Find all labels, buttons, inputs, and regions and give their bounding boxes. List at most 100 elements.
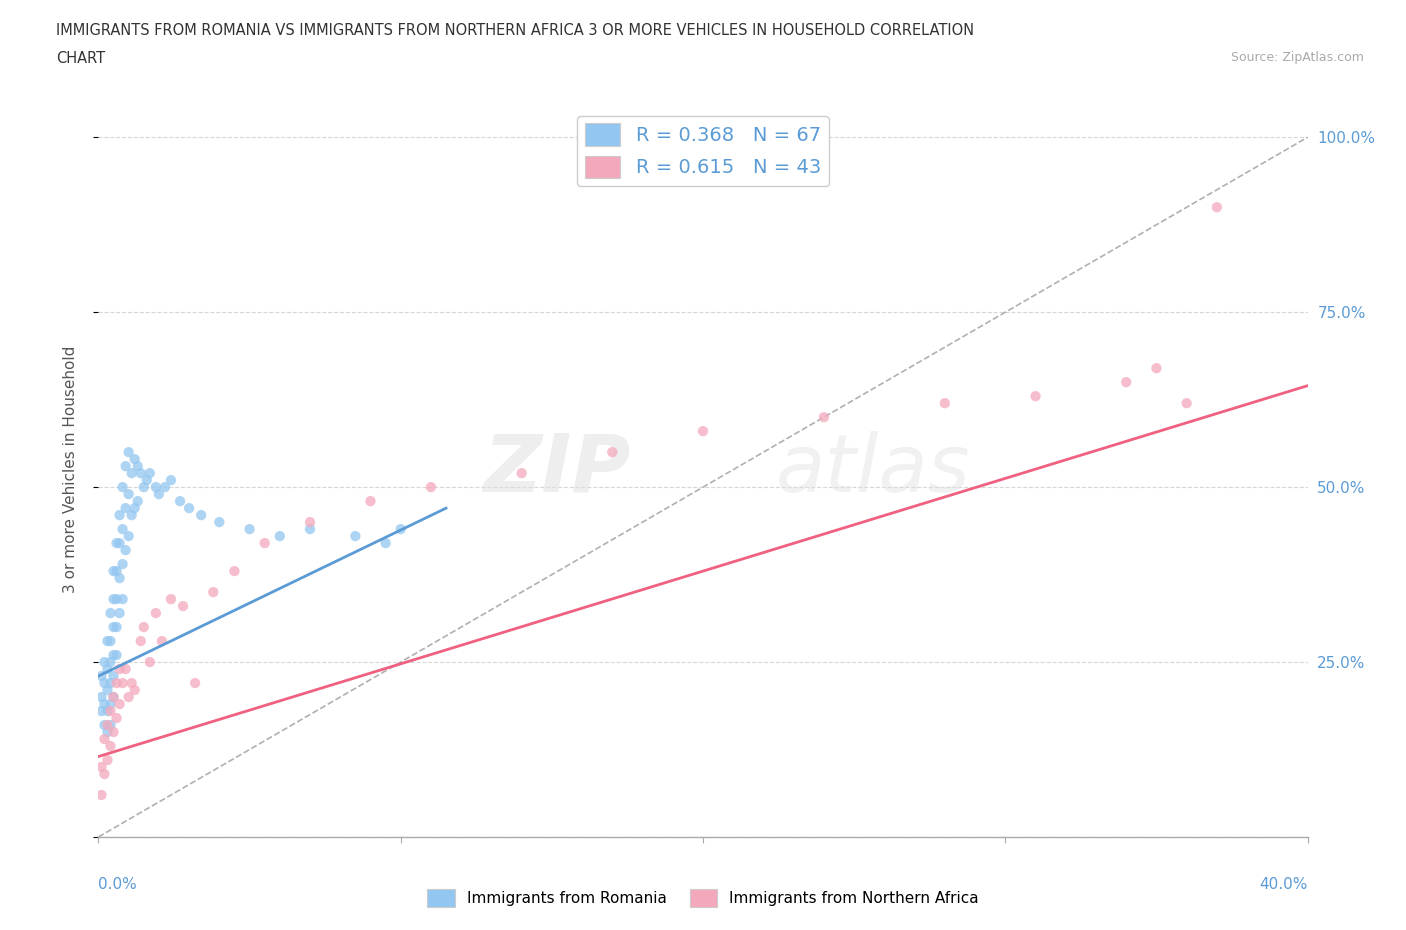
- Point: [813, 410, 835, 425]
- Point: [299, 514, 322, 529]
- Point: [145, 480, 167, 495]
- Point: [692, 424, 714, 439]
- Point: [121, 466, 143, 481]
- Point: [1175, 396, 1198, 411]
- Point: [184, 675, 207, 690]
- Point: [103, 690, 125, 705]
- Point: [114, 458, 136, 473]
- Point: [103, 724, 125, 739]
- Point: [93, 675, 115, 690]
- Point: [269, 528, 291, 543]
- Point: [108, 697, 131, 711]
- Point: [129, 633, 152, 648]
- Point: [139, 466, 162, 481]
- Point: [108, 605, 131, 620]
- Point: [602, 445, 624, 459]
- Point: [239, 522, 262, 537]
- Point: [111, 675, 134, 690]
- Point: [100, 697, 122, 711]
- Point: [127, 458, 149, 473]
- Point: [90, 760, 112, 775]
- Point: [148, 486, 170, 501]
- Point: [103, 647, 125, 662]
- Point: [96, 724, 118, 739]
- Point: [118, 486, 141, 501]
- Point: [202, 585, 225, 600]
- Point: [160, 591, 183, 606]
- Point: [90, 788, 112, 803]
- Text: Source: ZipAtlas.com: Source: ZipAtlas.com: [1230, 51, 1364, 64]
- Point: [93, 697, 115, 711]
- Point: [111, 522, 134, 537]
- Point: [108, 508, 131, 523]
- Point: [169, 494, 191, 509]
- Point: [1206, 200, 1229, 215]
- Point: [124, 452, 146, 467]
- Point: [118, 528, 141, 543]
- Point: [124, 683, 146, 698]
- Point: [118, 445, 141, 459]
- Legend: R = 0.368   N = 67, R = 0.615   N = 43: R = 0.368 N = 67, R = 0.615 N = 43: [578, 115, 828, 186]
- Point: [100, 718, 122, 733]
- Point: [111, 591, 134, 606]
- Point: [111, 557, 134, 572]
- Point: [135, 472, 157, 487]
- Point: [100, 675, 122, 690]
- Point: [93, 732, 115, 747]
- Point: [253, 536, 276, 551]
- Point: [96, 704, 118, 719]
- Point: [103, 591, 125, 606]
- Point: [100, 704, 122, 719]
- Text: ZIP: ZIP: [484, 431, 630, 509]
- Point: [153, 480, 176, 495]
- Point: [420, 480, 443, 495]
- Point: [129, 466, 152, 481]
- Point: [934, 396, 956, 411]
- Point: [100, 738, 122, 753]
- Point: [100, 655, 122, 670]
- Point: [374, 536, 396, 551]
- Point: [96, 661, 118, 676]
- Point: [100, 633, 122, 648]
- Text: 0.0%: 0.0%: [98, 877, 138, 893]
- Point: [96, 752, 118, 767]
- Point: [93, 655, 115, 670]
- Point: [103, 690, 125, 705]
- Point: [208, 514, 231, 529]
- Point: [145, 605, 167, 620]
- Point: [114, 543, 136, 558]
- Point: [100, 605, 122, 620]
- Point: [344, 528, 367, 543]
- Point: [103, 669, 125, 684]
- Point: [96, 633, 118, 648]
- Point: [127, 494, 149, 509]
- Point: [150, 633, 173, 648]
- Point: [299, 522, 322, 537]
- Point: [90, 690, 112, 705]
- Point: [224, 564, 246, 578]
- Point: [114, 661, 136, 676]
- Point: [1144, 361, 1167, 376]
- Point: [103, 619, 125, 634]
- Point: [90, 669, 112, 684]
- Point: [1024, 389, 1046, 404]
- Point: [108, 536, 131, 551]
- Point: [96, 718, 118, 733]
- Point: [172, 599, 194, 614]
- Text: 40.0%: 40.0%: [1260, 877, 1308, 893]
- Point: [111, 480, 134, 495]
- Point: [90, 704, 112, 719]
- Text: CHART: CHART: [56, 51, 105, 66]
- Point: [96, 683, 118, 698]
- Point: [132, 619, 155, 634]
- Point: [93, 766, 115, 781]
- Point: [124, 500, 146, 515]
- Y-axis label: 3 or more Vehicles in Household: 3 or more Vehicles in Household: [63, 346, 77, 593]
- Text: atlas: atlas: [776, 431, 970, 509]
- Point: [93, 718, 115, 733]
- Text: IMMIGRANTS FROM ROMANIA VS IMMIGRANTS FROM NORTHERN AFRICA 3 OR MORE VEHICLES IN: IMMIGRANTS FROM ROMANIA VS IMMIGRANTS FR…: [56, 23, 974, 38]
- Point: [118, 690, 141, 705]
- Point: [105, 564, 128, 578]
- Point: [160, 472, 183, 487]
- Point: [190, 508, 212, 523]
